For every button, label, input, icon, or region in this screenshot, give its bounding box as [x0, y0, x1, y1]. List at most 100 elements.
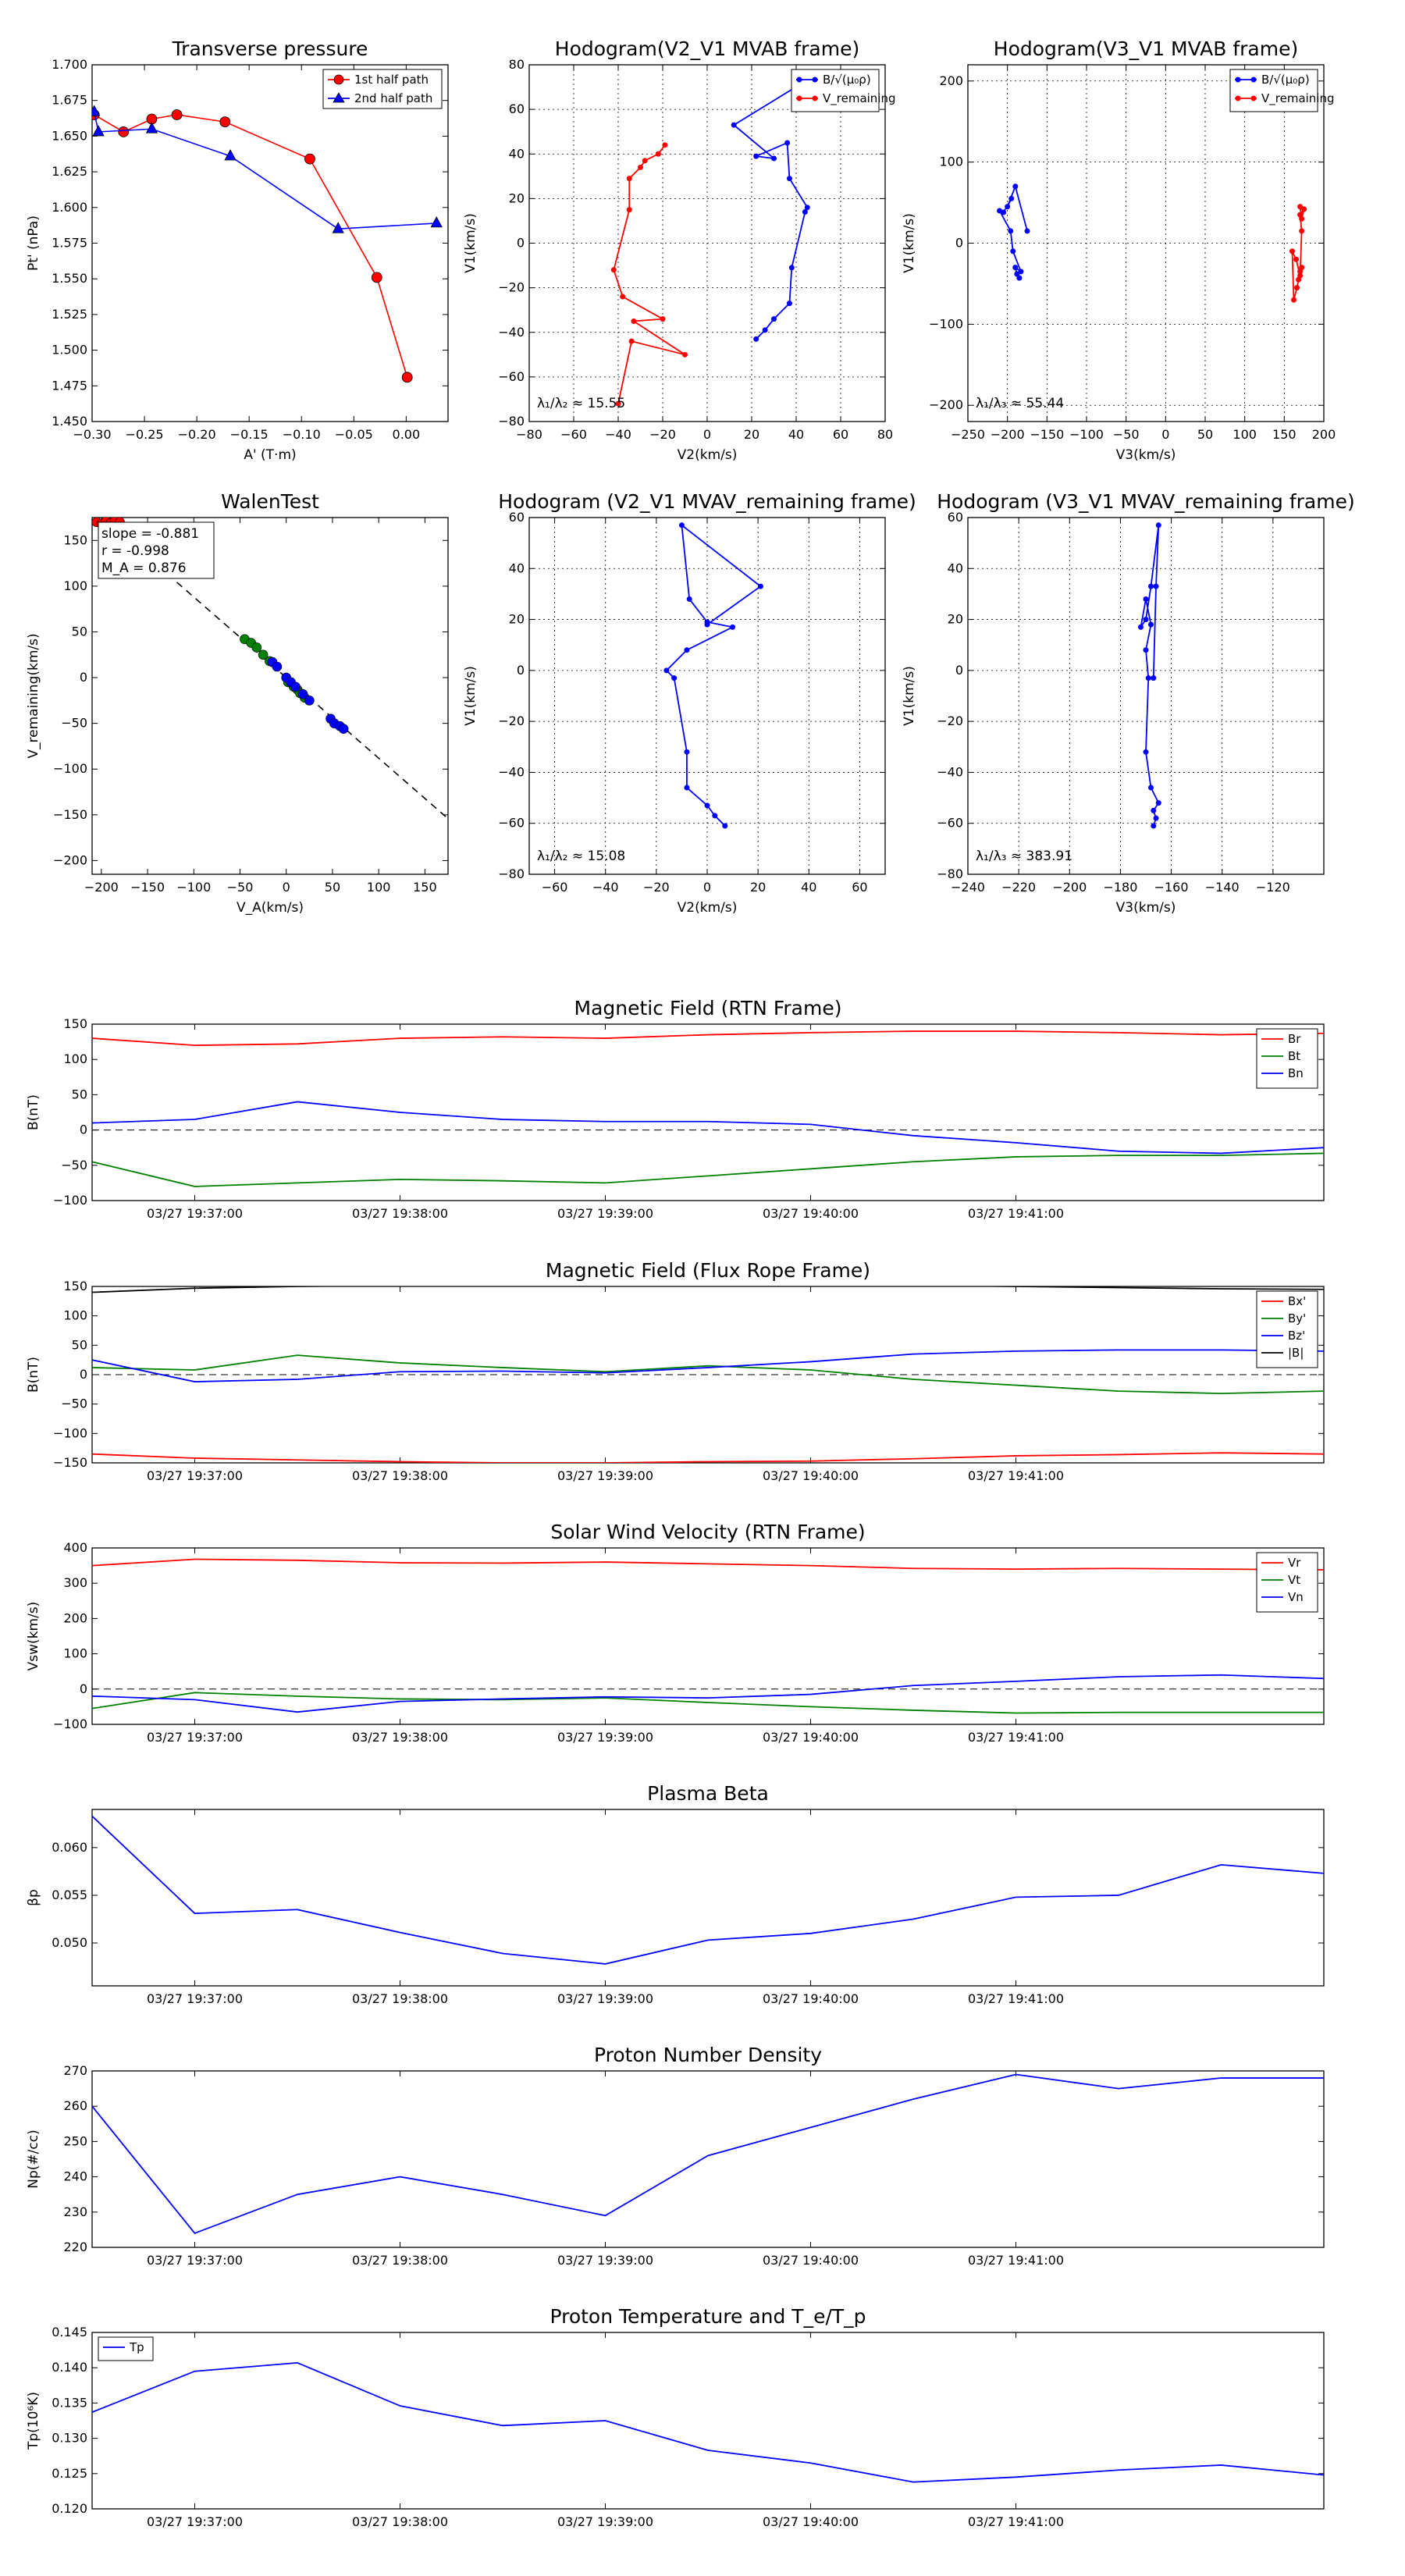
data-point — [1299, 265, 1305, 271]
x-axis-label: V3(km/s) — [1116, 447, 1176, 463]
stats-line: r = -0.998 — [101, 543, 169, 559]
legend-label: V_remaining — [823, 91, 896, 106]
x-tick-label: −250 — [951, 427, 985, 442]
x-tick-label: 100 — [1232, 427, 1257, 442]
y-tick-label: 0 — [80, 1367, 87, 1382]
y-tick-label: −80 — [498, 414, 525, 429]
data-point — [1148, 621, 1154, 628]
data-point — [1153, 815, 1159, 821]
y-tick-label: 0 — [955, 236, 963, 251]
data-point — [753, 336, 759, 342]
data-point — [1301, 206, 1307, 212]
y-tick-label: −100 — [53, 1425, 87, 1440]
legend-marker — [812, 76, 818, 83]
y-tick-label: −100 — [53, 1717, 87, 1731]
x-tick-label: 03/27 19:41:00 — [968, 1206, 1064, 1221]
data-point — [684, 647, 690, 653]
series-line-1 — [613, 144, 685, 404]
y-tick-label: 150 — [63, 532, 87, 547]
legend-marker — [1250, 95, 1257, 101]
y-tick-label: 1.700 — [52, 57, 87, 72]
legend: 1st half path 2nd half path — [322, 69, 443, 109]
data-point — [1148, 583, 1154, 589]
y-tick-label: 0.135 — [52, 2395, 87, 2410]
legend-box — [1256, 1028, 1318, 1089]
legend-label: 2nd half path — [354, 91, 432, 105]
x-tick-label: 20 — [744, 427, 759, 442]
data-area — [92, 1030, 1324, 1187]
x-tick-label: 100 — [367, 880, 391, 895]
y-tick-label: 400 — [63, 1540, 87, 1555]
legend-box — [98, 2336, 154, 2361]
data-area — [92, 105, 443, 383]
data-point — [626, 176, 632, 182]
x-tick-label: 03/27 19:37:00 — [147, 1730, 243, 1745]
legend-label: V_remaining — [1261, 91, 1335, 106]
legend-box — [1256, 1290, 1318, 1368]
x-tick-label: 60 — [852, 880, 867, 895]
data-point — [258, 649, 269, 660]
legend: B/√(μ₀ρ) V_remaining — [1229, 69, 1335, 112]
y-tick-label: 0 — [80, 670, 87, 685]
y-tick-label: 0 — [80, 1681, 87, 1696]
legend-label: |B| — [1288, 1346, 1304, 1360]
legend-marker — [812, 95, 818, 101]
legend: Vr Vt Vn — [1256, 1552, 1318, 1613]
legend: Bx' By' Bz' |B| — [1256, 1290, 1318, 1368]
y-tick-label: 60 — [509, 101, 525, 116]
x-tick-label: −0.25 — [126, 427, 164, 442]
x-tick-label: 150 — [413, 880, 437, 895]
ratio-annotation: λ₁/λ₃ ≈ 55.44 — [976, 396, 1064, 411]
y-tick-label: 1.625 — [52, 164, 87, 179]
y-tick-label: 60 — [509, 510, 525, 525]
data-point — [1018, 269, 1024, 275]
data-point — [786, 176, 792, 182]
y-tick-label: 80 — [509, 57, 525, 72]
y-tick-label: 0.125 — [52, 2466, 87, 2481]
chart-title: Plasma Beta — [647, 1782, 769, 1805]
series-line-0 — [92, 1815, 1324, 1965]
data-point — [1137, 624, 1144, 630]
chart-title: Hodogram(V2_V1 MVAB frame) — [555, 37, 859, 60]
x-tick-label: −50 — [227, 880, 254, 895]
y-tick-label: 300 — [63, 1575, 87, 1590]
series-line-0 — [92, 1452, 1324, 1463]
chart-bfr: 03/27 19:37:00 03/27 19:38:00 03/27 19:39:… — [26, 1259, 1325, 1483]
y-tick-label: 230 — [63, 2204, 87, 2219]
x-tick-label: 03/27 19:41:00 — [968, 1991, 1064, 2006]
y-tick-label: 1.500 — [52, 343, 87, 358]
y-tick-label: 50 — [72, 1337, 87, 1352]
x-tick-label: −120 — [1256, 880, 1290, 895]
y-tick-label: −150 — [53, 807, 87, 822]
data-point — [1012, 183, 1019, 190]
data-point — [663, 667, 670, 674]
x-tick-label: −150 — [130, 880, 165, 895]
series-line-0 — [94, 114, 408, 378]
y-tick-label: −100 — [53, 1193, 87, 1208]
y-tick-label: 100 — [63, 1308, 87, 1323]
data-point — [401, 372, 413, 383]
data-point — [1151, 823, 1157, 829]
x-axis-label: V_A(km/s) — [237, 900, 304, 916]
chart-title: Magnetic Field (Flux Rope Frame) — [546, 1259, 870, 1282]
data-point — [660, 316, 666, 322]
data-point — [1297, 272, 1304, 279]
data-point — [118, 126, 130, 137]
y-tick-label: 250 — [63, 2133, 87, 2148]
y-tick-label: 50 — [72, 624, 87, 639]
x-tick-label: −50 — [1113, 427, 1140, 442]
y-tick-label: −80 — [498, 866, 525, 881]
chart-beta: 03/27 19:37:00 03/27 19:38:00 03/27 19:39:… — [26, 1782, 1325, 2006]
legend-marker — [1250, 76, 1257, 83]
data-point — [224, 149, 237, 161]
data-point — [1001, 209, 1007, 215]
y-tick-label: 150 — [63, 1016, 87, 1031]
legend-marker — [333, 74, 344, 85]
data-point — [1294, 285, 1300, 291]
y-tick-label: −60 — [498, 816, 525, 831]
plot-frame — [91, 1809, 1325, 1987]
x-tick-label: 03/27 19:38:00 — [352, 2253, 448, 2268]
series-line-3 — [92, 1286, 1324, 1293]
y-tick-label: 100 — [63, 1646, 87, 1661]
